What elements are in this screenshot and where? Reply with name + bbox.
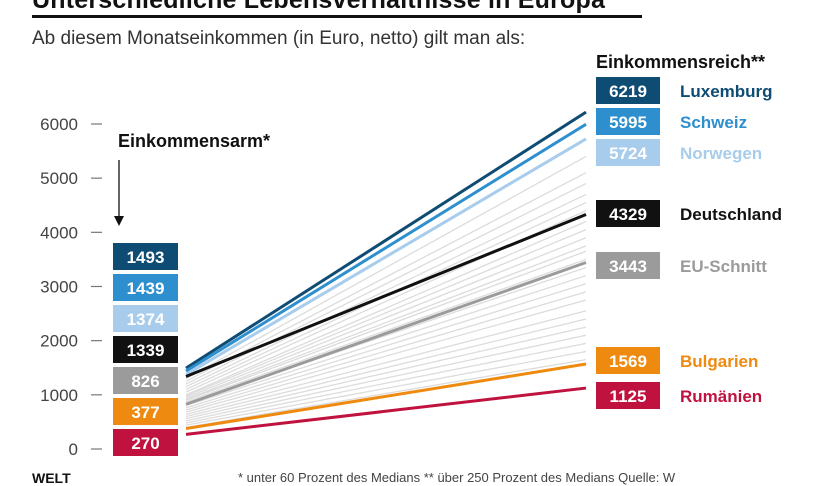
background-country-line: [185, 326, 587, 420]
background-country-line: [185, 291, 587, 411]
series-line-deutschland: [185, 213, 587, 378]
y-tick-label: 1000: [40, 386, 78, 405]
y-tick-label: 4000: [40, 223, 78, 242]
left-value-label: 270: [131, 434, 159, 453]
left-value-box-schweiz: [113, 274, 178, 301]
right-value-label: 3443: [609, 257, 647, 276]
left-group-heading: Einkommensarm*: [118, 131, 271, 151]
series-line-luxemburg: [185, 110, 587, 370]
background-country-line: [185, 318, 587, 418]
left-value-label: 1339: [127, 341, 165, 360]
chart-title: Unterschiedliche Lebensverhältnisse in E…: [32, 0, 606, 14]
right-value-box-schweiz: [596, 108, 660, 135]
background-country-line: [185, 250, 587, 401]
left-value-label: 377: [131, 403, 159, 422]
right-value-box-bulgarien: [596, 347, 660, 374]
background-country-line: [185, 283, 587, 409]
y-tick-label: 6000: [40, 115, 78, 134]
y-tick-label: 0: [69, 440, 78, 459]
right-value-box-norwegen: [596, 139, 660, 166]
country-label-rumaenien: Rumänien: [680, 387, 762, 406]
background-country-line: [185, 237, 587, 399]
series-line-schweiz: [185, 122, 587, 373]
series-line-rumaenien: [185, 386, 587, 436]
y-tick-label: 2000: [40, 332, 78, 351]
left-value-label: 1439: [127, 279, 165, 298]
background-country-line: [185, 258, 587, 403]
brand-logo: WELT: [32, 470, 71, 486]
left-value-label: 1493: [127, 248, 165, 267]
series-line-bulgarien: [185, 362, 587, 431]
background-country-line: [185, 245, 587, 400]
left-value-box-rumaenien: [113, 429, 178, 456]
left-value-box-eu-schnitt: [113, 367, 178, 394]
left-value-box-luxemburg: [113, 243, 178, 270]
background-country-line: [185, 155, 587, 380]
background-country-line: [185, 350, 587, 426]
right-value-label: 5724: [609, 144, 647, 163]
background-country-line: [185, 342, 587, 424]
right-value-label: 4329: [609, 205, 647, 224]
country-label-norwegen: Norwegen: [680, 144, 762, 163]
chart-subtitle: Ab diesem Monatseinkommen (in Euro, nett…: [32, 28, 526, 49]
series-line-eu-schnitt: [185, 261, 587, 406]
title-underline: [32, 15, 642, 18]
country-label-deutschland: Deutschland: [680, 205, 782, 224]
country-label-luxemburg: Luxemburg: [680, 82, 773, 101]
background-country-line: [185, 193, 587, 388]
right-value-box-luxemburg: [596, 77, 660, 104]
arrow-head-icon: [114, 216, 124, 226]
series-line-norwegen: [185, 137, 587, 376]
background-country-line: [185, 310, 587, 415]
background-country-line: [185, 229, 587, 397]
background-country-line: [185, 299, 587, 413]
left-value-box-deutschland: [113, 336, 178, 363]
right-value-label: 1569: [609, 352, 647, 371]
background-country-line: [185, 220, 587, 396]
country-label-bulgarien: Bulgarien: [680, 352, 758, 371]
right-value-box-eu-schnitt: [596, 252, 660, 279]
background-country-line: [185, 334, 587, 422]
right-value-label: 6219: [609, 82, 647, 101]
right-value-label: 5995: [609, 113, 647, 132]
country-label-schweiz: Schweiz: [680, 113, 747, 132]
background-country-line: [185, 275, 587, 407]
left-value-box-bulgarien: [113, 398, 178, 425]
background-country-line: [185, 358, 587, 428]
right-value-box-deutschland: [596, 200, 660, 227]
footnote: * unter 60 Prozent des Medians ** über 2…: [238, 470, 676, 485]
left-value-label: 826: [131, 372, 159, 391]
right-group-heading: Einkommensreich**: [596, 52, 766, 72]
background-country-line: [185, 172, 587, 382]
right-value-label: 1125: [610, 387, 647, 406]
left-value-box-norwegen: [113, 305, 178, 332]
y-tick-label: 5000: [40, 169, 78, 188]
country-label-eu-schnitt: EU-Schnitt: [680, 257, 767, 276]
right-value-box-rumaenien: [596, 382, 660, 409]
y-tick-label: 3000: [40, 277, 78, 296]
left-value-label: 1374: [127, 310, 165, 329]
